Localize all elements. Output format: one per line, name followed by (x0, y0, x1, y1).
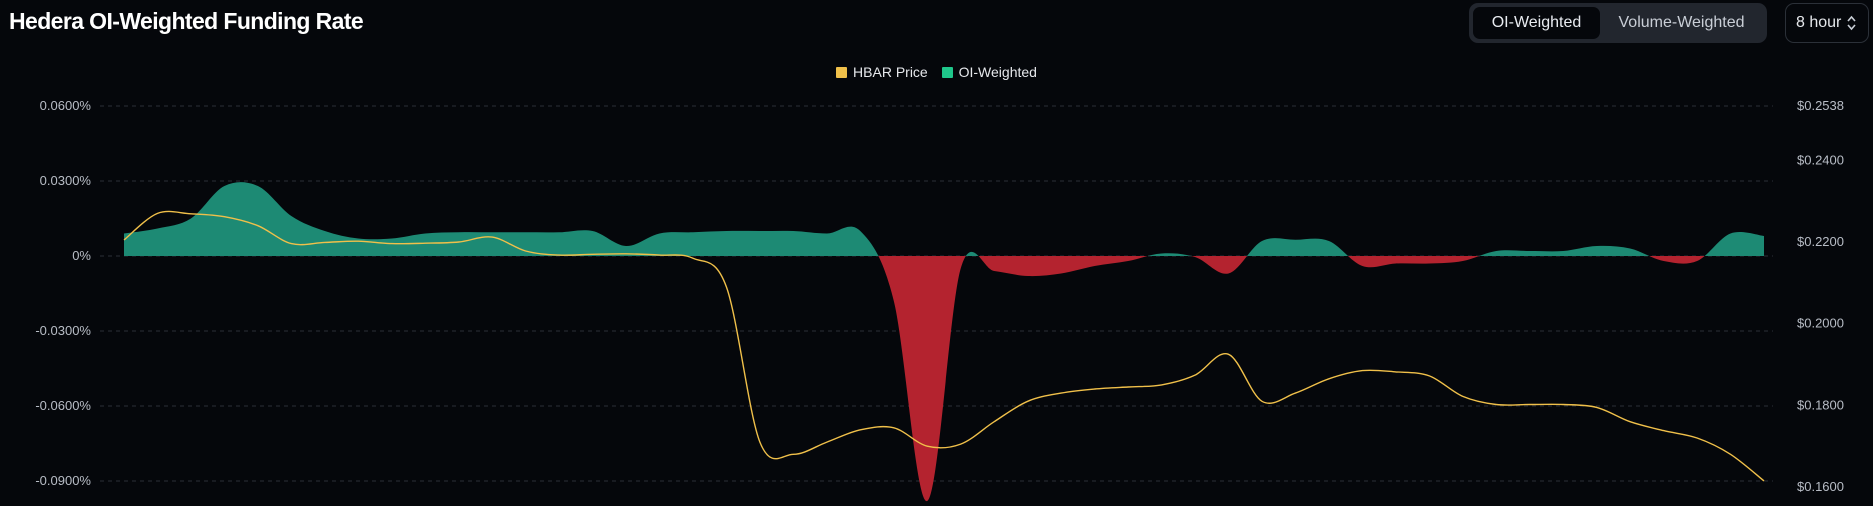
chevron-up-down-icon (1847, 15, 1856, 31)
right-tick-label: $0.2200 (1797, 234, 1844, 249)
oi-weighted-tab[interactable]: OI-Weighted (1473, 7, 1600, 39)
right-tick-label: $0.2538 (1797, 98, 1844, 113)
legend-label-hbar-price: HBAR Price (853, 64, 928, 80)
volume-weighted-tab[interactable]: Volume-Weighted (1618, 14, 1745, 31)
left-tick-label: 0% (72, 248, 91, 263)
right-tick-label: $0.1600 (1797, 479, 1844, 494)
left-tick-label: -0.0900% (35, 473, 91, 488)
left-tick-label: 0.0600% (40, 98, 92, 113)
legend-item-hbar-price[interactable]: HBAR Price (836, 64, 928, 80)
hbar-price-line (123, 210, 1765, 482)
weighting-toggle: OI-Weighted Volume-Weighted (1469, 3, 1767, 43)
left-axis: 0.0600% 0.0300% 0% -0.0300% -0.0600% -0.0900% (35, 98, 91, 488)
right-axis: $0.2538 $0.2400 $0.2200 $0.2000 $0.1800 $0.16… (1797, 98, 1844, 494)
right-tick-label: $0.2400 (1797, 152, 1844, 167)
legend-item-oi-weighted[interactable]: OI-Weighted (941, 64, 1037, 80)
legend-swatch-price (836, 67, 848, 78)
oi-area-positive (124, 182, 1764, 256)
right-tick-label: $0.2000 (1797, 316, 1844, 331)
period-value: 8 hour (1796, 14, 1842, 31)
oi-area-negative (124, 256, 1764, 502)
chart-legend: HBAR Price OI-Weighted (0, 64, 1873, 80)
left-tick-label: -0.0600% (35, 398, 91, 413)
left-tick-label: 0.0300% (40, 173, 92, 188)
legend-swatch-oi (941, 67, 953, 78)
left-tick-label: -0.0300% (35, 323, 91, 338)
legend-label-oi-weighted: OI-Weighted (958, 64, 1037, 80)
page-title: Hedera OI-Weighted Funding Rate (9, 8, 364, 34)
period-select[interactable]: 8 hour (1785, 3, 1869, 43)
right-tick-label: $0.1800 (1797, 397, 1844, 412)
